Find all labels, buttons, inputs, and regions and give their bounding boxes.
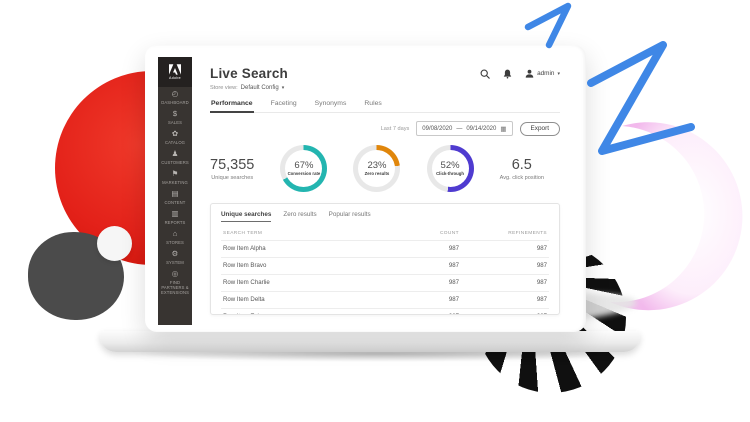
store-view-caret-icon[interactable]: ▾ [281, 85, 285, 91]
date-end: 09/14/2020 [466, 125, 497, 132]
main-content: Live Search admin ▾ [192, 57, 574, 325]
system-icon: ⚙ [171, 249, 179, 259]
tab-performance[interactable]: Performance [210, 100, 254, 113]
sidebar-item-customers[interactable]: ♟ CUSTOMERS [161, 149, 189, 165]
date-range-label: Last 7 days [380, 125, 410, 132]
conversion-rate-gauge: 67% Conversion rate [280, 145, 328, 192]
zero-results-value: 23% [367, 160, 387, 172]
page-title: Live Search [210, 66, 288, 81]
tab-rules[interactable]: Rules [364, 100, 382, 107]
user-caret-icon: ▾ [557, 70, 560, 77]
zero-results-gauge: 23% Zero results [353, 145, 401, 192]
pink-crescent-decoration [610, 122, 743, 311]
table-row[interactable]: Row Item Bravo 987 987 [221, 256, 549, 274]
date-range-picker[interactable]: 09/08/2020 — 09/14/2020 ▦ [416, 121, 513, 136]
tab-zero-results[interactable]: Zero results [283, 211, 317, 218]
user-menu[interactable]: admin ▾ [525, 69, 560, 78]
table-row[interactable]: Row Item Charlie 987 987 [221, 273, 549, 291]
table-header-row: Search term Count Refinements [221, 229, 549, 240]
adobe-logo[interactable]: Adobe [158, 57, 192, 87]
unique-searches-label: Unique searches [211, 174, 254, 181]
date-separator: — [456, 125, 463, 132]
calendar-icon[interactable]: ▦ [500, 125, 507, 133]
laptop-base [100, 331, 640, 352]
sidebar-item-sales[interactable]: $ SALES [167, 109, 182, 125]
admin-sidebar: Adobe ◴ DASHBOARD $ SALES ✿ CATALOG ♟ CU… [158, 57, 192, 325]
results-table-card: Unique searches Zero results Popular res… [210, 203, 560, 315]
tab-popular-results[interactable]: Popular results [328, 211, 371, 218]
sales-icon: $ [172, 109, 178, 119]
user-avatar-icon [525, 69, 534, 78]
adobe-logo-text: Adobe [169, 76, 181, 80]
results-tabs: Unique searches Zero results Popular res… [221, 211, 549, 222]
click-through-gauge: 52% Click-through [426, 145, 474, 192]
export-button[interactable]: Export [519, 121, 560, 136]
adobe-a-icon [169, 64, 181, 75]
section-tabs: Performance Faceting Synonyms Rules [210, 100, 560, 113]
avg-click-position-label: Avg. click position [499, 174, 544, 181]
click-through-value: 52% [440, 160, 460, 172]
sidebar-item-dashboard[interactable]: ◴ DASHBOARD [161, 89, 189, 105]
reports-icon: ▥ [171, 209, 179, 219]
search-icon[interactable] [480, 69, 490, 79]
click-through-label: Click-through [436, 171, 465, 177]
sidebar-item-marketing[interactable]: ⚑ MARKETING [162, 169, 188, 185]
conversion-rate-label: Conversion rate [287, 171, 321, 177]
store-view-switcher: Store view: Default Config ▾ [210, 85, 560, 91]
date-start: 09/08/2020 [422, 125, 453, 132]
sidebar-item-find-partners[interactable]: ◎ FIND PARTNERS & EXTENSIONS [161, 269, 189, 295]
content-icon: ▤ [171, 189, 179, 199]
sidebar-item-system[interactable]: ⚙ SYSTEM [166, 249, 184, 265]
avg-click-position-value: 6.5 [511, 156, 532, 173]
dashboard-icon: ◴ [171, 89, 179, 98]
metrics-row: 75,355 Unique searches 67% Conversion ra… [210, 145, 560, 192]
tab-unique-searches[interactable]: Unique searches [221, 211, 272, 222]
column-search-term: Search term [223, 230, 263, 236]
catalog-icon: ✿ [171, 129, 179, 139]
blue-scribble-decoration [524, 2, 695, 155]
column-count: Count [439, 230, 459, 236]
column-refinements: Refinements [508, 230, 547, 236]
find-partners-icon: ◎ [171, 269, 179, 279]
unique-searches-value: 75,355 [210, 156, 255, 173]
zero-results-label: Zero results [364, 171, 390, 177]
conversion-rate-value: 67% [294, 160, 314, 172]
laptop-screen: Adobe ◴ DASHBOARD $ SALES ✿ CATALOG ♟ CU… [145, 45, 586, 332]
table-row[interactable]: Row Item Alpha 987 987 [221, 239, 549, 257]
table-row[interactable]: Row Item Echo 987 987 [221, 307, 549, 314]
sidebar-item-catalog[interactable]: ✿ CATALOG [164, 129, 186, 145]
tab-faceting[interactable]: Faceting [270, 100, 297, 107]
notifications-bell-icon[interactable] [503, 69, 512, 79]
sidebar-item-reports[interactable]: ▥ REPORTS [164, 209, 186, 225]
sidebar-item-stores[interactable]: ⌂ STORES [166, 229, 184, 245]
user-name: admin [537, 70, 555, 77]
sidebar-item-content[interactable]: ▤ CONTENT [164, 189, 186, 205]
admin-app-window: Adobe ◴ DASHBOARD $ SALES ✿ CATALOG ♟ CU… [158, 57, 574, 325]
table-row[interactable]: Row Item Delta 987 987 [221, 290, 549, 308]
store-view-label: Store view: [210, 85, 238, 91]
customers-icon: ♟ [171, 149, 179, 159]
tab-synonyms[interactable]: Synonyms [314, 100, 347, 107]
marketing-icon: ⚑ [171, 169, 179, 179]
stores-icon: ⌂ [172, 229, 178, 239]
unique-searches-stat: 75,355 Unique searches [210, 157, 254, 181]
white-circle-decoration [97, 226, 132, 261]
avg-click-position-stat: 6.5 Avg. click position [500, 157, 544, 181]
store-view-value[interactable]: Default Config [240, 85, 279, 91]
